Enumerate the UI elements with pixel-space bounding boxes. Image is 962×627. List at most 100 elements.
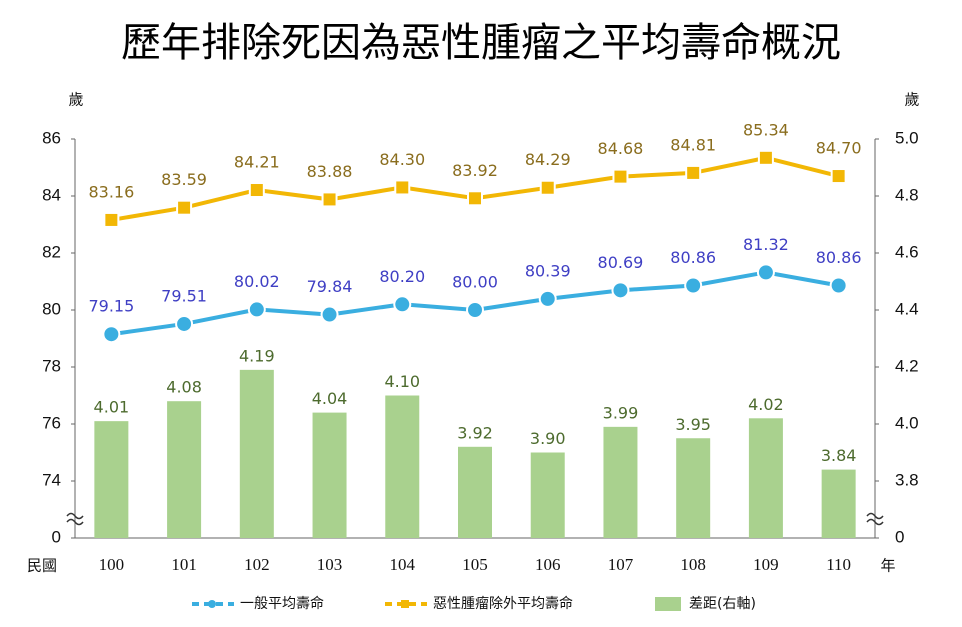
line-value-label: 79.84 — [307, 277, 353, 296]
bar-value-label: 4.04 — [312, 389, 348, 408]
line-value-label: 85.34 — [743, 120, 789, 139]
x-tick-label: 103 — [317, 555, 343, 574]
y-tick-label: 80 — [42, 299, 61, 318]
y2-tick-label: 4.0 — [895, 413, 919, 432]
x-tick-label: 104 — [390, 555, 416, 574]
y2-tick-label: 4.4 — [895, 299, 919, 318]
line-value-label: 84.21 — [234, 153, 280, 172]
line-value-label: 80.20 — [379, 267, 425, 286]
marker — [685, 164, 702, 181]
y2-tick-label: 0 — [895, 527, 904, 546]
line-value-label: 80.86 — [816, 248, 862, 267]
x-tick-label: 101 — [171, 555, 197, 574]
y-tick-label: 86 — [42, 128, 61, 147]
x-axis-label-right: 年 — [880, 557, 895, 575]
chart-title: 歷年排除死因為惡性腫瘤之平均壽命概況 — [121, 20, 841, 66]
line-value-label: 81.32 — [743, 235, 789, 254]
line-value-label: 84.68 — [598, 139, 644, 158]
bar — [603, 426, 638, 538]
bar — [821, 469, 856, 538]
legend-marker — [401, 600, 409, 608]
line-value-label: 83.88 — [307, 162, 353, 181]
y2-tick-label: 4.8 — [895, 185, 919, 204]
legend-swatch — [655, 597, 681, 611]
bar — [458, 446, 492, 538]
marker — [467, 190, 483, 207]
line-value-label: 84.30 — [379, 150, 425, 169]
marker — [539, 179, 556, 196]
line-value-label: 80.69 — [598, 253, 644, 272]
x-tick-label: 110 — [826, 555, 851, 574]
x-tick-label: 102 — [244, 555, 270, 574]
line-value-label: 83.92 — [452, 161, 498, 180]
y2-tick-label: 4.2 — [895, 356, 919, 375]
bar-value-label: 3.90 — [530, 429, 566, 448]
marker — [176, 199, 193, 216]
marker — [757, 149, 774, 166]
line-value-label: 84.81 — [670, 135, 716, 154]
line-value-label: 79.51 — [161, 286, 207, 305]
marker — [829, 276, 848, 295]
x-tick-label: 100 — [99, 555, 125, 574]
marker — [320, 305, 339, 324]
y-tick-label: 82 — [42, 242, 61, 261]
legend-label: 一般平均壽命 — [240, 595, 324, 612]
line-value-label: 83.59 — [161, 170, 207, 189]
axis-break — [866, 512, 884, 526]
line-value-label: 80.02 — [234, 272, 280, 291]
marker — [611, 281, 630, 300]
marker — [321, 191, 338, 208]
bar — [239, 369, 274, 538]
x-tick-label: 107 — [608, 555, 634, 574]
marker — [394, 179, 411, 196]
bar — [167, 401, 202, 538]
bar-value-label: 3.92 — [457, 423, 493, 442]
legend-label: 惡性腫瘤除外平均壽命 — [433, 595, 573, 612]
line-value-label: 80.86 — [670, 248, 716, 267]
bar-value-label: 3.95 — [675, 415, 711, 434]
y2-tick-label: 5.0 — [895, 128, 919, 147]
bar — [676, 438, 711, 538]
x-tick-label: 106 — [535, 555, 561, 574]
line-value-label: 80.00 — [452, 273, 498, 292]
x-tick-label: 108 — [680, 555, 706, 574]
bar-value-label: 4.08 — [166, 378, 202, 397]
marker — [247, 300, 266, 319]
y-tick-label: 0 — [52, 527, 61, 546]
bar-value-label: 4.02 — [748, 395, 784, 414]
y-axis-label: 歲 — [68, 91, 83, 109]
y-tick-label: 84 — [42, 185, 61, 204]
marker — [248, 182, 265, 199]
line-value-label: 79.15 — [88, 297, 134, 316]
marker — [103, 211, 120, 228]
y-tick-label: 76 — [42, 413, 61, 432]
marker — [466, 301, 484, 319]
line-value-label: 83.16 — [88, 182, 134, 201]
bar — [748, 418, 783, 538]
line-value-label: 84.29 — [525, 150, 571, 169]
marker — [756, 263, 775, 282]
y2-axis-label: 歲 — [904, 91, 919, 109]
line-value-label: 80.39 — [525, 261, 571, 280]
marker — [175, 314, 194, 333]
bar — [94, 421, 129, 538]
bar — [530, 452, 565, 538]
y-tick-label: 74 — [42, 470, 61, 489]
bar-value-label: 4.10 — [384, 372, 420, 391]
legend-label: 差距(右軸) — [689, 596, 756, 612]
bar — [312, 412, 347, 538]
y2-tick-label: 3.8 — [895, 470, 919, 489]
marker — [612, 168, 629, 185]
bar-value-label: 4.19 — [239, 346, 275, 365]
x-axis-label-left: 民國 — [27, 557, 57, 575]
marker — [830, 168, 847, 185]
bar-value-label: 3.84 — [821, 446, 857, 465]
x-tick-label: 109 — [753, 555, 779, 574]
bar-value-label: 3.99 — [603, 403, 639, 422]
bar-value-label: 4.01 — [94, 398, 130, 417]
marker — [102, 325, 121, 344]
axis-break — [66, 512, 84, 526]
y-tick-label: 78 — [42, 356, 61, 375]
marker — [538, 289, 557, 308]
